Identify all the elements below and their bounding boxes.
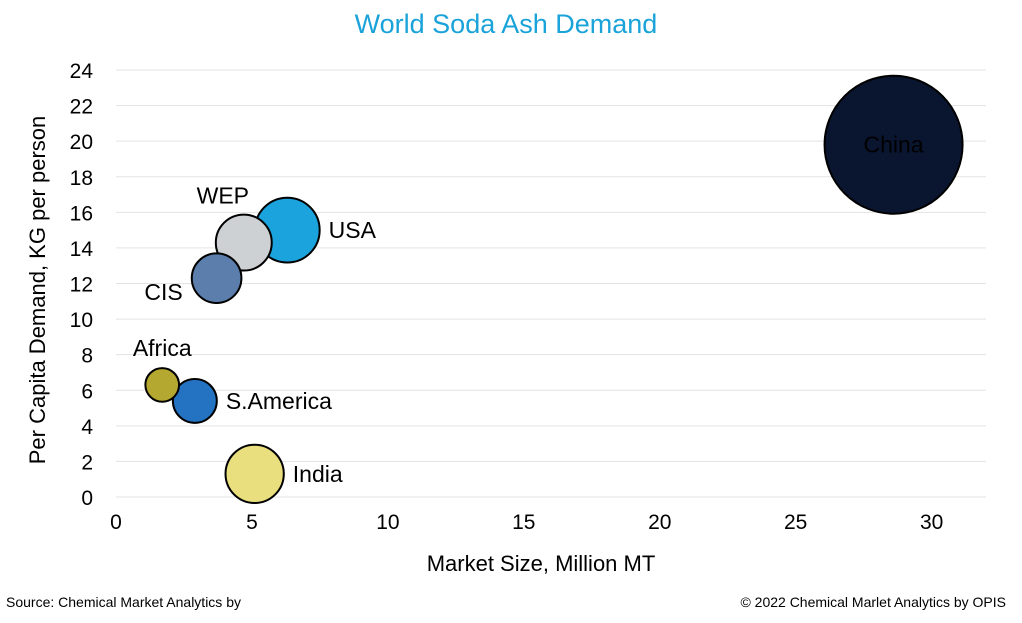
bubble-labels: China USA India WEP CIS S.America Africa [133,132,924,487]
y-tick-label: 8 [81,345,93,368]
x-tick-label: 15 [512,511,535,534]
bubble-label-s-america: S.America [226,388,332,414]
y-tick-label: 4 [81,416,93,439]
bubble-label-india: India [293,461,343,487]
x-tick-label: 25 [784,511,807,534]
y-tick-label: 22 [70,96,93,119]
bubble-cis [190,252,243,304]
bubble-india [224,443,285,505]
y-tick-label: 20 [70,131,93,154]
bubble-label-africa: Africa [133,335,192,361]
bubble-africa [144,367,181,403]
x-tick-label: 10 [376,511,399,534]
bubble-label-usa: USA [329,217,377,243]
source-note: Source: Chemical Market Analytics by [6,594,241,610]
y-tick-label: 0 [81,487,93,510]
y-tick-label: 6 [81,380,93,403]
y-tick-label: 12 [70,274,93,297]
y-tick-label: 10 [70,309,93,332]
bubble-label-cis: CIS [144,279,182,305]
y-tick-label: 14 [70,238,94,261]
bubbles [144,74,964,505]
y-axis-label: Per Capita Demand, KG per person [25,116,50,465]
copyright-note: © 2022 Chemical Marlet Analytics by OPIS [740,594,1006,610]
bubble-china [823,74,964,215]
y-tick-label: 18 [70,167,93,190]
x-tick-label: 5 [246,511,258,534]
y-tick-label: 2 [81,451,93,474]
y-tick-label: 16 [70,202,93,225]
chart-title: World Soda Ash Demand [355,9,658,39]
bubble-s-america [171,377,218,424]
x-tick-label: 30 [920,511,943,534]
x-tick-label: 20 [648,511,671,534]
x-tick-label: 0 [110,511,122,534]
bubble-label-china: China [864,132,924,158]
x-axis-label: Market Size, Million MT [427,551,656,576]
y-tick-label: 24 [70,60,94,83]
bubble-label-wep: WEP [197,183,249,209]
x-axis-ticks: 0 5 10 15 20 25 30 [110,511,943,534]
